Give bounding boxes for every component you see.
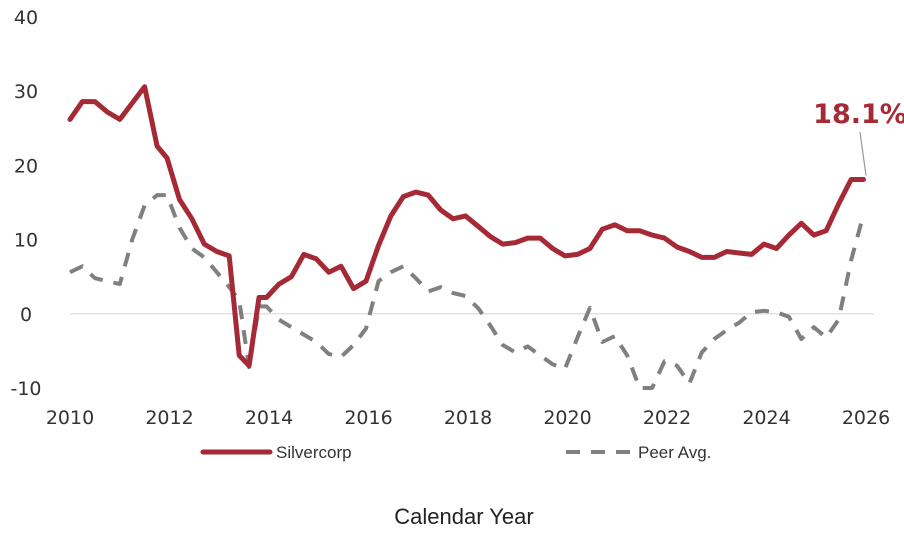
x-tick-label-2012: 2012 xyxy=(145,407,193,429)
x-tick-label-2024: 2024 xyxy=(742,407,790,429)
series-line-peer-avg xyxy=(69,193,866,390)
x-axis-title: Calendar Year xyxy=(394,504,533,529)
x-tick-label-2016: 2016 xyxy=(344,407,392,429)
y-tick-label-neg10: -10 xyxy=(10,378,41,400)
legend-label-silvercorp: Silvercorp xyxy=(276,443,352,462)
y-axis-ticks: -10 0 10 20 30 40 xyxy=(10,7,41,400)
x-tick-label-2022: 2022 xyxy=(643,407,691,429)
y-tick-label-30: 30 xyxy=(14,81,38,103)
legend: Silvercorp Peer Avg. xyxy=(200,443,711,462)
series-layer xyxy=(67,84,866,390)
x-tick-label-2010: 2010 xyxy=(46,407,94,429)
x-tick-label-2026: 2026 xyxy=(842,407,890,429)
y-tick-label-40: 40 xyxy=(14,7,38,29)
series-line-silvercorp xyxy=(67,84,866,369)
y-tick-label-0: 0 xyxy=(20,304,32,326)
x-tick-label-2020: 2020 xyxy=(543,407,591,429)
x-tick-label-2018: 2018 xyxy=(444,407,492,429)
legend-label-peer-avg: Peer Avg. xyxy=(638,443,711,462)
annotation-leader-line xyxy=(859,131,867,176)
annotation-label: 18.1% xyxy=(813,99,904,130)
y-tick-label-20: 20 xyxy=(14,155,38,177)
x-tick-label-2014: 2014 xyxy=(245,407,293,429)
y-tick-label-10: 10 xyxy=(14,230,38,252)
x-axis-ticks: 2010 2012 2014 2016 2018 2020 2022 2024 2026 xyxy=(46,407,890,429)
